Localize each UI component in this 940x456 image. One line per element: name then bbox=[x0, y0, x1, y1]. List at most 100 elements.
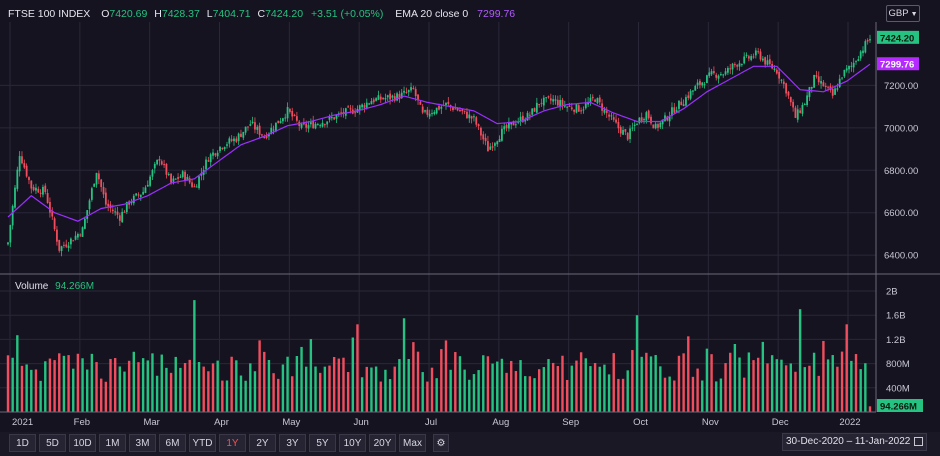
range-button-6m[interactable]: 6M bbox=[159, 434, 186, 452]
volume-bar bbox=[281, 364, 285, 412]
candle-body bbox=[731, 63, 734, 70]
volume-bar bbox=[705, 348, 709, 412]
candle-body bbox=[76, 233, 79, 238]
range-button-20y[interactable]: 20Y bbox=[369, 434, 396, 452]
candle-body bbox=[580, 110, 583, 112]
candle-body bbox=[582, 109, 585, 111]
range-button-10d[interactable]: 10D bbox=[69, 434, 96, 452]
candle-body bbox=[759, 51, 762, 60]
x-tick-label: Feb bbox=[74, 417, 90, 428]
candle-body bbox=[542, 97, 545, 106]
date-range-selector[interactable]: 30-Dec-2020 – 11-Jan-2022 bbox=[782, 433, 927, 451]
volume-bar bbox=[193, 300, 196, 412]
price-tick-label: 6400.00 bbox=[884, 251, 918, 262]
settings-gear-button[interactable]: ⚙ bbox=[433, 434, 449, 452]
candle-body bbox=[547, 96, 550, 98]
candle-body bbox=[824, 85, 827, 87]
range-button-10y[interactable]: 10Y bbox=[339, 434, 366, 452]
candle-body bbox=[32, 187, 35, 191]
candle-body bbox=[419, 101, 422, 105]
range-button-2y[interactable]: 2Y bbox=[249, 434, 276, 452]
volume-bar bbox=[207, 371, 210, 412]
low-value: 7404.71 bbox=[212, 8, 251, 20]
range-button-1m[interactable]: 1M bbox=[99, 434, 126, 452]
volume-bar bbox=[435, 378, 438, 412]
candle-body bbox=[673, 107, 676, 113]
candle-body bbox=[484, 137, 487, 142]
volume-bar bbox=[551, 362, 555, 412]
range-button-max[interactable]: Max bbox=[399, 434, 426, 452]
candle-body bbox=[223, 147, 226, 150]
price-tick-label: 6600.00 bbox=[884, 208, 918, 219]
candle-body bbox=[25, 165, 28, 177]
candle-body bbox=[535, 102, 538, 113]
volume-bar bbox=[197, 362, 201, 412]
candle-body bbox=[775, 69, 778, 74]
volume-tick-label: 400M bbox=[886, 383, 910, 394]
x-tick-label: Apr bbox=[214, 417, 229, 428]
candle-body bbox=[848, 66, 850, 70]
last-volume-tag-bg bbox=[877, 399, 923, 412]
candle-body bbox=[151, 170, 154, 177]
candle-body bbox=[538, 103, 541, 105]
volume-bar bbox=[337, 358, 341, 412]
range-button-5y[interactable]: 5Y bbox=[309, 434, 336, 452]
candle-body bbox=[431, 113, 433, 115]
candle-body bbox=[195, 186, 198, 188]
candle-body bbox=[209, 154, 212, 163]
volume-header: Volume 94.266M bbox=[15, 281, 94, 292]
candle-body bbox=[319, 125, 322, 127]
volume-bar bbox=[621, 378, 625, 412]
candle-body bbox=[270, 127, 273, 134]
volume-bar bbox=[607, 374, 611, 412]
candle-body bbox=[111, 209, 114, 212]
candle-body bbox=[172, 178, 175, 182]
volume-bar bbox=[230, 356, 233, 412]
candle-body bbox=[577, 105, 580, 112]
range-button-1d[interactable]: 1D bbox=[9, 434, 36, 452]
candle-body bbox=[30, 180, 33, 189]
range-button-3y[interactable]: 3Y bbox=[279, 434, 306, 452]
candle-body bbox=[699, 80, 701, 85]
close-value: 7424.20 bbox=[265, 8, 304, 20]
candle-body bbox=[198, 176, 200, 189]
high-value: 7428.37 bbox=[161, 8, 200, 20]
ftse-chart[interactable]: 6400.00 6600.00 6800.00 7000.00 7200.00 400M 8… bbox=[0, 0, 940, 432]
candle-body bbox=[263, 137, 266, 139]
candle-body bbox=[284, 117, 287, 119]
candle-body bbox=[300, 124, 303, 128]
candle-body bbox=[566, 106, 569, 108]
volume-bars bbox=[6, 300, 872, 412]
candle-body bbox=[81, 227, 84, 237]
volume-bar bbox=[798, 309, 802, 412]
range-button-3m[interactable]: 3M bbox=[129, 434, 156, 452]
candle-body bbox=[158, 158, 161, 161]
candle-body bbox=[470, 116, 473, 119]
candle-body bbox=[766, 60, 769, 65]
candle-body bbox=[591, 96, 594, 99]
candle-body bbox=[636, 124, 638, 126]
volume-bar bbox=[25, 364, 28, 412]
open-value: 7420.69 bbox=[109, 8, 148, 20]
candle-body bbox=[752, 56, 755, 58]
volume-bar bbox=[314, 366, 317, 412]
candle-body bbox=[123, 211, 126, 213]
volume-bar bbox=[868, 406, 872, 412]
candle-body bbox=[715, 74, 718, 78]
volume-bar bbox=[770, 355, 774, 412]
volume-bar bbox=[649, 356, 653, 412]
range-button-1y[interactable]: 1Y bbox=[219, 434, 246, 452]
candle-body bbox=[361, 104, 364, 108]
candle-body bbox=[277, 120, 280, 124]
volume-bar bbox=[612, 353, 615, 412]
candle-body bbox=[594, 99, 596, 102]
candle-body bbox=[272, 129, 275, 131]
candle-body bbox=[363, 105, 366, 108]
currency-select[interactable]: GBP ▼ bbox=[886, 5, 920, 22]
range-button-ytd[interactable]: YTD bbox=[189, 434, 216, 452]
volume-bar bbox=[635, 315, 639, 412]
volume-bar bbox=[626, 370, 629, 412]
range-button-5d[interactable]: 5D bbox=[39, 434, 66, 452]
candle-body bbox=[340, 112, 343, 114]
candle-body bbox=[678, 100, 680, 109]
